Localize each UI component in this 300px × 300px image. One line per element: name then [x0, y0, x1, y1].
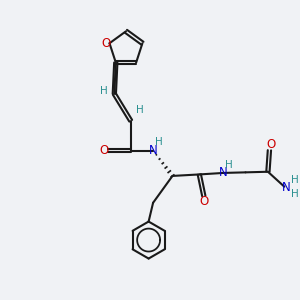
Text: H: H	[292, 175, 299, 185]
Text: O: O	[266, 138, 275, 151]
Text: H: H	[100, 86, 108, 96]
Text: O: O	[101, 37, 111, 50]
Text: H: H	[154, 137, 162, 147]
Text: O: O	[99, 144, 108, 157]
Text: N: N	[282, 181, 291, 194]
Text: H: H	[292, 189, 299, 199]
Text: H: H	[136, 105, 144, 115]
Text: O: O	[199, 195, 208, 208]
Text: N: N	[149, 144, 158, 157]
Text: N: N	[219, 166, 228, 179]
Text: H: H	[225, 160, 232, 170]
